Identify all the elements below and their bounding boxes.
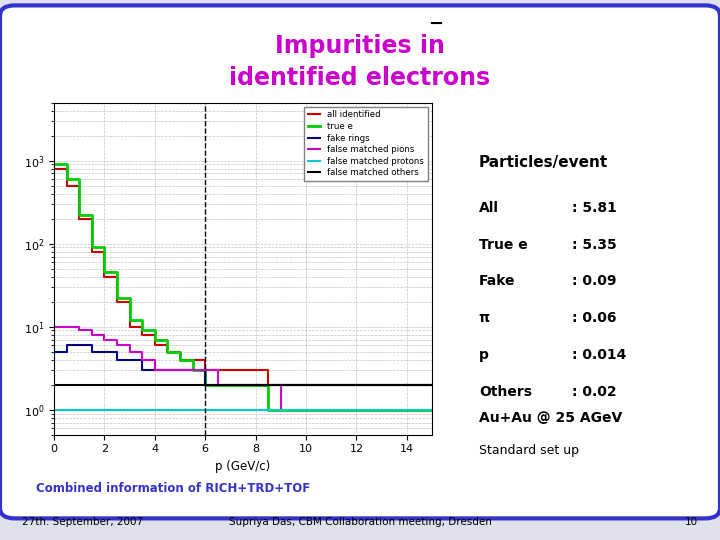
Text: All: All [479,201,499,215]
true e [264,407,272,413]
false matched protons [428,407,436,413]
Text: −: − [428,15,444,33]
all identified [428,381,436,388]
fake rings [150,367,159,373]
false matched protons [163,407,171,413]
Text: Supriya Das, CBM Collaboration meeting, Dresden: Supriya Das, CBM Collaboration meeting, … [228,517,492,527]
Text: Standard set up: Standard set up [479,444,579,457]
false matched others [163,381,171,388]
false matched others [428,381,436,388]
Text: : 5.35: : 5.35 [572,238,617,252]
false matched pions [50,323,58,330]
all identified [112,299,121,305]
Text: True e: True e [479,238,528,252]
false matched pions [276,407,285,413]
false matched others [112,381,121,388]
fake rings [176,367,184,373]
all identified [50,165,58,172]
all identified [150,332,159,338]
true e [176,356,184,363]
Text: : 0.02: : 0.02 [572,384,617,399]
fake rings [189,367,197,373]
Text: : 0.06: : 0.06 [572,311,617,325]
false matched pions [176,367,184,373]
Line: all identified: all identified [54,168,432,384]
Text: Particles/event: Particles/event [479,154,608,170]
false matched pions [289,407,298,413]
false matched protons [176,407,184,413]
fake rings [163,367,171,373]
false matched protons [150,407,159,413]
false matched others [176,381,184,388]
all identified [289,381,298,388]
Text: : 0.014: : 0.014 [572,348,627,362]
false matched others [50,381,58,388]
FancyBboxPatch shape [0,5,720,518]
Text: 10: 10 [685,517,698,527]
false matched others [150,381,159,388]
Text: Others: Others [479,384,532,399]
false matched others [289,381,298,388]
fake rings [62,342,71,348]
Legend: all identified, true e, fake rings, false matched pions, false matched protons, : all identified, true e, fake rings, fals… [304,107,428,181]
true e [176,348,184,355]
true e [428,407,436,413]
true e [289,407,298,413]
Text: : 0.09: : 0.09 [572,274,617,288]
Line: true e: true e [54,165,432,410]
Text: Fake: Fake [479,274,516,288]
false matched protons [112,407,121,413]
true e [112,295,121,301]
false matched protons [176,407,184,413]
all identified [163,342,171,348]
Text: Au+Au @ 25 AGeV: Au+Au @ 25 AGeV [479,411,622,426]
false matched pions [176,367,184,373]
Text: 27th. September, 2007: 27th. September, 2007 [22,517,143,527]
all identified [176,348,184,355]
true e [163,336,171,343]
true e [50,161,58,168]
Line: fake rings: fake rings [54,345,432,384]
Text: π: π [479,311,490,325]
fake rings [201,381,210,388]
false matched protons [289,407,298,413]
false matched pions [163,367,171,373]
fake rings [428,381,436,388]
Line: false matched pions: false matched pions [54,327,432,410]
false matched protons [50,407,58,413]
true e [150,327,159,334]
fake rings [302,381,310,388]
X-axis label: p (GeV/c): p (GeV/c) [215,460,271,473]
Text: identified electrons: identified electrons [230,66,490,90]
false matched pions [150,356,159,363]
Text: p: p [479,348,489,362]
false matched pions [112,342,121,348]
Text: Combined information of RICH+TRD+TOF: Combined information of RICH+TRD+TOF [36,482,310,495]
false matched others [176,381,184,388]
Text: : 5.81: : 5.81 [572,201,617,215]
all identified [176,356,184,363]
fake rings [125,356,134,363]
fake rings [50,348,58,355]
Text: Impurities in: Impurities in [275,34,445,58]
false matched pions [428,407,436,413]
all identified [264,381,272,388]
